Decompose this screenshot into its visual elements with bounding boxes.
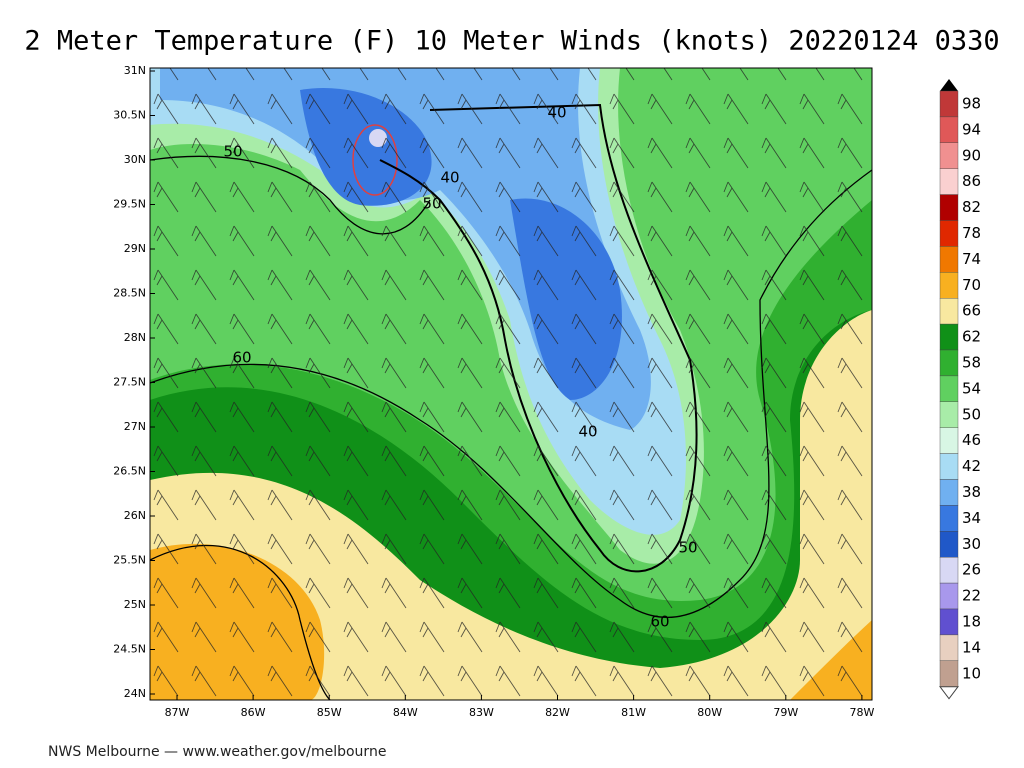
footer: NWS Melbourne — www.weather.gov/melbourn… — [48, 744, 386, 760]
lon-label: 85W — [317, 706, 342, 719]
map-frame — [149, 67, 873, 701]
lon-label: 86W — [241, 706, 266, 719]
colorbar-swatch — [939, 168, 959, 195]
colorbar-label: 94 — [962, 120, 981, 138]
colorbar-swatch — [939, 194, 959, 221]
colorbar-swatch — [939, 90, 959, 118]
lat-label: 27.5N — [113, 376, 146, 389]
colorbar-swatch — [939, 246, 959, 273]
colorbar-label: 98 — [962, 95, 981, 113]
colorbar-label: 90 — [962, 146, 981, 164]
lat-label: 24N — [124, 687, 146, 700]
lon-label: 80W — [697, 706, 722, 719]
lat-label: 28N — [124, 331, 146, 344]
lat-label: 29N — [124, 242, 146, 255]
lon-label: 84W — [393, 706, 418, 719]
colorbar-label: 14 — [962, 638, 981, 656]
colorbar-swatch — [939, 427, 959, 454]
contour-label: 40 — [440, 169, 459, 187]
colorbar-swatch — [939, 349, 959, 377]
colorbar-label: 42 — [962, 457, 981, 475]
lon-label: 83W — [469, 706, 494, 719]
lat-label: 26.5N — [113, 465, 146, 478]
lon-label: 78W — [849, 706, 874, 719]
lat-label: 29.5N — [113, 198, 146, 211]
colorbar-swatch — [939, 505, 959, 532]
lon-label: 82W — [545, 706, 570, 719]
lat-label: 30N — [124, 153, 146, 166]
colorbar-label: 78 — [962, 224, 981, 242]
colorbar-swatch — [939, 116, 959, 144]
colorbar-swatch — [939, 298, 959, 325]
lon-label: 81W — [621, 706, 646, 719]
lon-label: 79W — [773, 706, 798, 719]
colorbar-label: 66 — [962, 302, 981, 320]
colorbar-label: 10 — [962, 664, 981, 682]
lat-label: 25N — [124, 598, 146, 611]
colorbar-swatch — [939, 582, 959, 610]
colorbar-label: 22 — [962, 587, 981, 605]
lat-label: 27N — [124, 420, 146, 433]
colorbar-top-arrow — [940, 79, 958, 91]
colorbar-swatch — [939, 479, 959, 506]
lat-label: 24.5N — [113, 643, 146, 656]
colorbar-label: 54 — [962, 379, 981, 397]
lat-label: 30.5N — [113, 109, 146, 122]
lat-label: 26N — [124, 509, 146, 522]
colorbar-label: 86 — [962, 172, 981, 190]
contour-label: 60 — [232, 349, 251, 367]
colorbar-label: 38 — [962, 483, 981, 501]
colorbar-swatch — [939, 401, 959, 428]
colorbar-bottom-arrow — [939, 686, 959, 700]
colorbar-swatch — [939, 272, 959, 299]
colorbar-swatch — [939, 660, 959, 687]
contour-label: 50 — [223, 143, 242, 161]
colorbar-label: 34 — [962, 509, 981, 527]
lat-label: 28.5N — [113, 287, 146, 300]
colorbar-label: 50 — [962, 405, 981, 423]
contour-label: 40 — [547, 104, 566, 122]
contour-label: 50 — [678, 539, 697, 557]
colorbar-label: 18 — [962, 613, 981, 631]
colorbar-label: 46 — [962, 431, 981, 449]
map-field — [150, 68, 872, 700]
colorbar-label: 82 — [962, 198, 981, 216]
colorbar-swatch — [939, 220, 959, 247]
colorbar-swatch — [939, 323, 959, 351]
colorbar-swatch — [939, 608, 959, 636]
lon-label: 87W — [165, 706, 190, 719]
colorbar-label: 58 — [962, 354, 981, 372]
colorbar-swatch — [939, 142, 959, 169]
colorbar-swatch — [939, 531, 959, 558]
colorbar-label: 70 — [962, 276, 981, 294]
colorbar-label: 62 — [962, 328, 981, 346]
colorbar-swatch — [939, 557, 959, 584]
colorbar-swatch — [939, 634, 959, 662]
lat-label: 25.5N — [113, 554, 146, 567]
lat-label: 31N — [124, 64, 146, 77]
colorbar-label: 30 — [962, 535, 981, 553]
map-title: 2 Meter Temperature (F) 10 Meter Winds (… — [24, 26, 999, 57]
colorbar-swatch — [939, 375, 959, 402]
colorbar-label: 26 — [962, 561, 981, 579]
contour-label: 40 — [578, 423, 597, 441]
contour-label: 50 — [422, 195, 441, 213]
colorbar-label: 74 — [962, 250, 981, 268]
contour-label: 60 — [650, 613, 669, 631]
colorbar-swatch — [939, 453, 959, 480]
